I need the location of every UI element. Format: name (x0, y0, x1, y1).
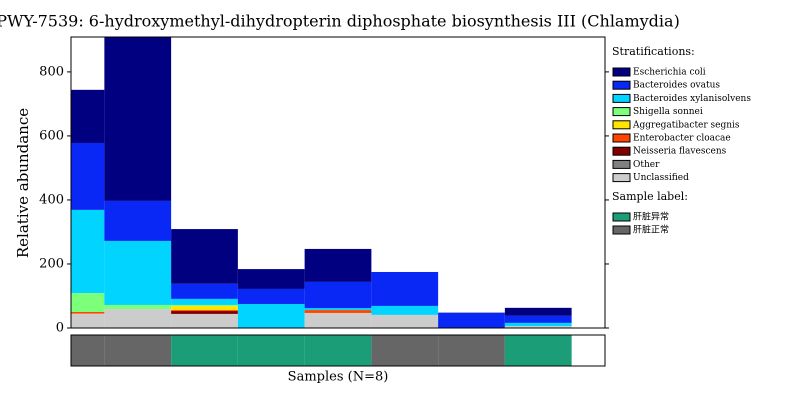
y-tick-label: 0 (56, 321, 64, 336)
bar-segment (104, 37, 172, 201)
legend-label: 肝脏正常 (633, 224, 669, 236)
sample-strip (71, 335, 572, 366)
bar-segment (504, 315, 572, 323)
bar-segment (171, 313, 238, 328)
bar-segment (71, 209, 105, 294)
strip-frame (70, 334, 606, 367)
chart-title: PWY-7539: 6-hydroxymethyl-dihydropterin … (0, 12, 680, 31)
legend-swatch (612, 212, 631, 222)
bar-segment (71, 89, 105, 143)
legend-label: Enterobacter cloacae (633, 134, 731, 144)
sample-label-cell (104, 335, 172, 366)
legend-label: Unclassified (633, 173, 689, 183)
bar-segment (304, 312, 372, 328)
legend-label: Other (633, 160, 660, 170)
bar-segment (237, 269, 305, 289)
legend-swatch (612, 93, 631, 103)
legend-title: Stratifications: (612, 45, 695, 58)
legend-label: Shigella sonnei (633, 107, 703, 117)
sample-label-cell (171, 335, 238, 366)
bar-segment (171, 229, 238, 284)
legend-swatch (612, 146, 631, 156)
bar-segment (371, 271, 439, 306)
bar-segment (104, 240, 172, 305)
legend-title: Sample label: (612, 190, 688, 203)
bar-segment (71, 293, 105, 312)
plot-frame (70, 36, 606, 329)
bar-segment (504, 326, 572, 328)
legend-label: Aggregatibacter segnis (632, 120, 740, 130)
sample-label-cell (371, 335, 439, 366)
y-axis-label: Relative abundance (14, 108, 32, 258)
bar-segment (71, 142, 105, 210)
y-tick-label: 800 (39, 64, 64, 79)
sample-label-cell (71, 335, 105, 366)
bar-segment (304, 248, 372, 282)
sample-label-cell (504, 335, 572, 366)
bar-segment (371, 314, 439, 328)
sample-label-cell (237, 335, 305, 366)
y-tick-label: 600 (39, 128, 64, 143)
legend-swatch (612, 120, 631, 130)
bar-segment (104, 304, 172, 310)
legend-swatch (612, 133, 631, 143)
bar-segment (304, 308, 372, 311)
bar-segment (371, 305, 439, 315)
sample-label-cell (438, 335, 505, 366)
bar-segment (438, 312, 505, 328)
y-tick-label: 400 (39, 192, 64, 207)
legend-label: Escherichia coli (633, 68, 706, 78)
bar-segment (304, 281, 372, 309)
legend-swatch (612, 80, 631, 90)
bar-segment (304, 310, 372, 313)
legend-label: Neisseria flavescens (633, 147, 727, 157)
sample-label-cell (304, 335, 372, 366)
x-axis-label: Samples (N=8) (288, 370, 389, 385)
bar-segment (504, 307, 572, 316)
legend-swatch (612, 67, 631, 77)
bar-segment (171, 305, 238, 311)
bar-segment (237, 303, 305, 328)
bars (71, 37, 572, 328)
legend-label: 肝脏异常 (633, 211, 669, 223)
legend-swatch (612, 173, 631, 183)
bar-segment (171, 298, 238, 305)
legend-swatch (612, 107, 631, 117)
bar-segment (237, 288, 305, 304)
bar-segment (171, 311, 238, 314)
bar-segment (171, 283, 238, 299)
bar-segment (71, 313, 105, 328)
legend-label: Bacteroides ovatus (633, 81, 720, 91)
bar-segment (504, 322, 572, 327)
legend-swatch (612, 225, 631, 235)
y-tick-label: 200 (39, 256, 64, 271)
bar-segment (171, 304, 238, 306)
legend-label: Bacteroides xylanisolvens (633, 94, 751, 104)
legend-swatch (612, 159, 631, 169)
bar-segment (71, 311, 105, 314)
bar-segment (171, 310, 238, 312)
bar-segment (104, 309, 172, 328)
bar-segment (104, 200, 172, 241)
